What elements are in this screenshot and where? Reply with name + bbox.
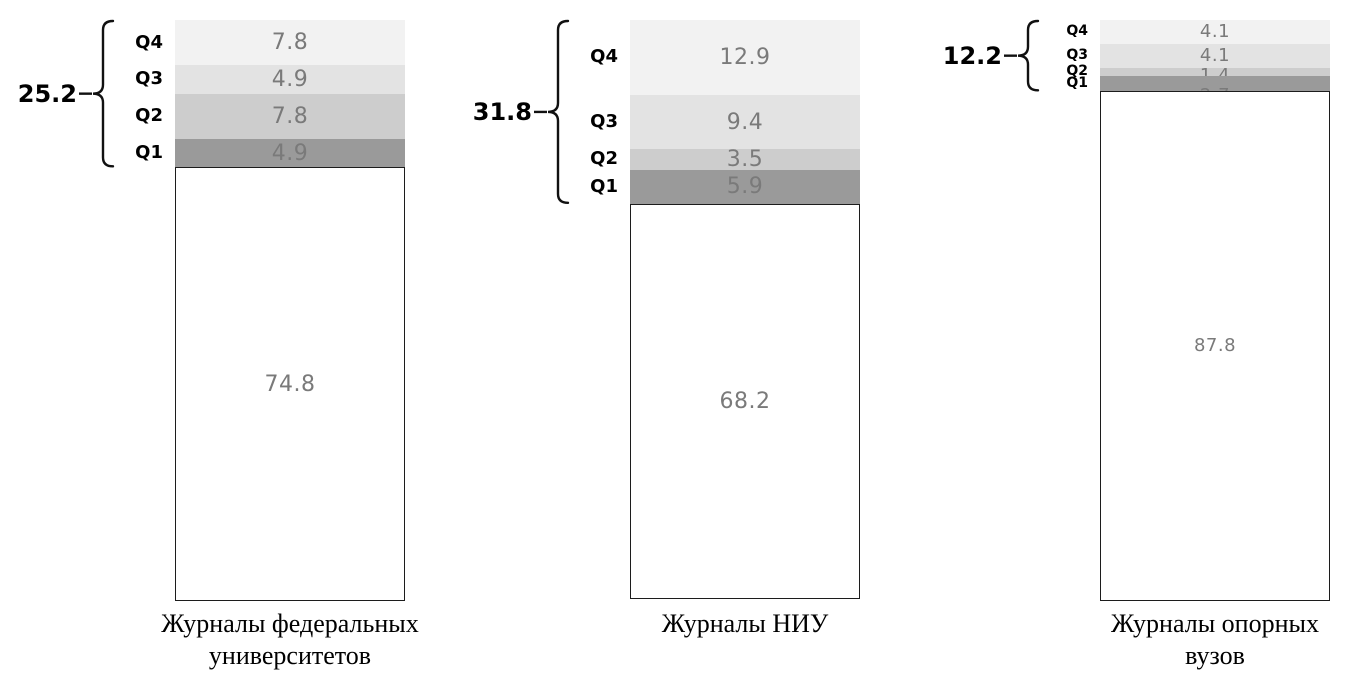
bar-segment [175,65,405,94]
segment-value-label: 68.2 [719,389,771,415]
category-label: Журналы федеральных университетов [70,608,510,672]
bar-segment [1100,20,1330,44]
segment-value-label: 9.4 [726,109,764,135]
segment-value-label: 74.8 [264,371,316,397]
quartile-label: Q3 [590,111,618,133]
category-label-line: вузов [1185,641,1245,670]
bar-segment [175,138,405,168]
segment-value-label: 4.1 [1199,21,1231,43]
segment-value-label: 3.5 [726,146,764,172]
quartile-label: Q1 [590,175,618,197]
bar-segment [175,20,405,66]
bracket-total-label: 25.2 [17,79,77,108]
segment-value-label: 7.8 [271,103,309,129]
bar-segment [630,94,860,150]
quartile-label: Q4 [135,31,163,53]
quartile-label: Q1 [1066,75,1088,91]
quartile-label: Q4 [590,46,618,68]
bar-segment [630,149,860,170]
category-label: Журналы НИУ [525,608,965,640]
segment-value-label: 7.8 [271,30,309,56]
quartile-label: Q3 [135,68,163,90]
bar-segment [175,167,405,602]
segment-value-label: 4.9 [271,140,309,166]
bracket-total-label: 31.8 [472,97,532,126]
category-label-line: Журналы НИУ [661,609,829,638]
bar-segment [175,93,405,139]
category-label-line: Журналы опорных [1111,609,1319,638]
quartile-label: Q4 [1066,23,1088,40]
segment-value-label: 4.9 [271,66,309,92]
bar-segment [630,20,860,95]
category-label-line: университетов [208,641,372,670]
quartile-label: Q2 [1066,63,1088,80]
quartile-label: Q3 [1066,47,1088,64]
bar-segment [1100,91,1330,601]
quartile-label: Q2 [590,148,618,170]
quartile-label: Q1 [135,142,163,164]
category-label-line: Журналы федеральных [161,609,419,638]
segment-value-label: 87.8 [1193,335,1237,357]
quartile-label: Q2 [135,105,163,127]
bar-segment [630,203,860,600]
bar-segment [1100,75,1330,92]
segment-value-label: 12.9 [719,44,771,70]
category-label: Журналы опорных вузов [995,608,1345,672]
segment-value-label: 5.9 [726,174,764,200]
bar-segment [630,169,860,204]
bar-segment [1100,43,1330,68]
segment-value-label: 4.1 [1199,45,1231,67]
bar-segment [1100,67,1330,76]
bracket-total-label: 12.2 [942,41,1002,70]
